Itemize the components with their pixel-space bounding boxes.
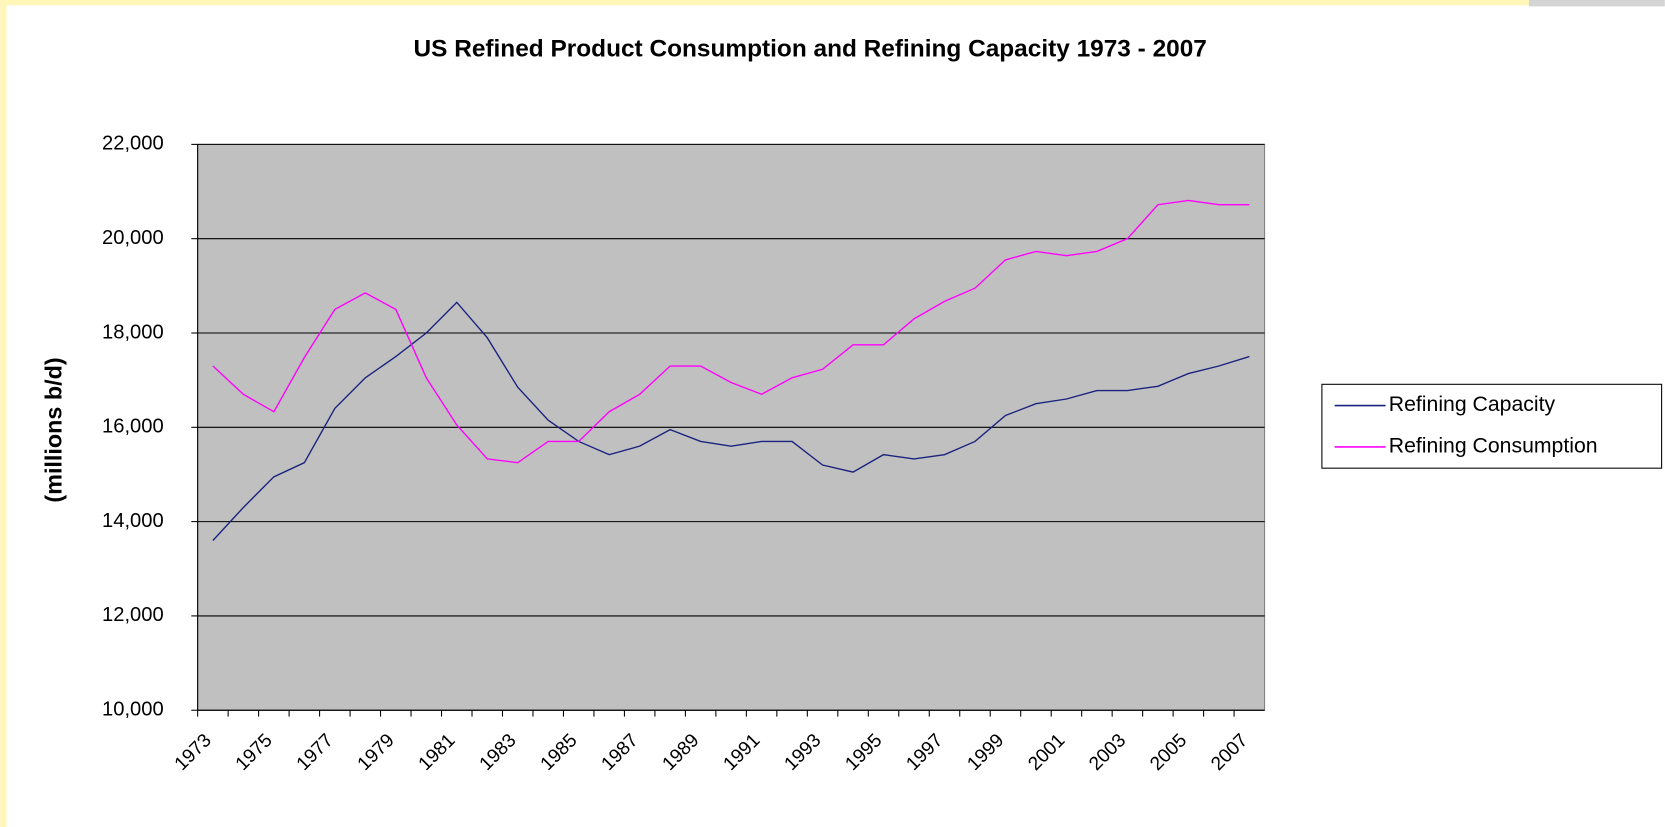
series-line xyxy=(212,199,1250,464)
chart-title: US Refined Product Consumption and Refin… xyxy=(414,35,1207,62)
top-border xyxy=(0,0,1529,6)
y-tick-label: 12,000 xyxy=(102,604,164,626)
y-tick-label: 20,000 xyxy=(102,227,164,249)
left-border xyxy=(0,0,7,827)
y-tick-label: 22,000 xyxy=(102,133,164,155)
y-tick-label: 14,000 xyxy=(102,510,164,532)
y-tick-label: 18,000 xyxy=(102,321,164,343)
series-line xyxy=(212,301,1250,541)
legend-box xyxy=(1321,383,1663,469)
legend-label: Refining Consumption xyxy=(1389,435,1598,458)
y-tick-label: 10,000 xyxy=(102,699,164,721)
top-right-bar xyxy=(1528,0,1665,7)
y-tick-label: 16,000 xyxy=(102,416,164,438)
legend-label: Refining Capacity xyxy=(1389,393,1556,416)
y-axis-label: (millions b/d) xyxy=(41,357,67,502)
